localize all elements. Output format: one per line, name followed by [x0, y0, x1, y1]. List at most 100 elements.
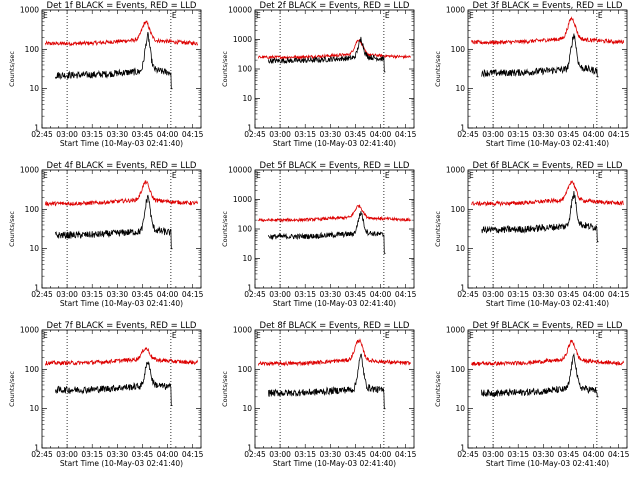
series-events-line [481, 352, 599, 398]
x-tick-label: 03:30 [107, 290, 129, 299]
detector-panel-9: Det 9f BLACK = Events, RED = LLD 1 10 100 10… [434, 321, 630, 468]
x-tick-label: 03:15 [294, 130, 316, 139]
series-lld-line [471, 339, 625, 367]
plot-frame [467, 329, 628, 449]
panel-title: Det 6f BLACK = Events, RED = LLD [473, 161, 623, 171]
y-axis-label: Counts/sec [221, 211, 229, 247]
detector-panel-2: Det 2f BLACK = Events, RED = LLD 1 10 100 10… [221, 1, 417, 148]
series-events-line [268, 211, 386, 254]
x-axis-label: Start Time (10-May-03 02:41:40) [486, 139, 609, 148]
y-tick-label: 100 [238, 225, 253, 234]
y-tick-label: 100 [238, 65, 253, 74]
y-axis-label: Counts/sec [221, 51, 229, 87]
detector-panel-4: Det 4f BLACK = Events, RED = LLD 1 10 100 10… [8, 161, 204, 308]
x-axis-label: Start Time (10-May-03 02:41:40) [60, 299, 183, 308]
x-tick-label: 03:30 [107, 450, 129, 459]
marker-label: E [172, 11, 177, 20]
y-tick-label: 1000 [446, 166, 465, 175]
x-tick-label: 04:15 [608, 130, 630, 139]
x-tick-label: 04:00 [157, 450, 179, 459]
y-axis-label: Counts/sec [434, 51, 442, 87]
x-tick-label: 03:15 [294, 450, 316, 459]
corner-label: E [256, 11, 261, 20]
series-lld-line [258, 204, 411, 223]
x-tick-label: 03:15 [81, 450, 103, 459]
detector-panel-6: Det 6f BLACK = Events, RED = LLD 1 10 100 10… [434, 161, 630, 308]
x-tick-label: 04:00 [370, 290, 392, 299]
y-tick-label: 100 [451, 205, 466, 214]
y-tick-label: 1 [34, 444, 39, 453]
x-tick-label: 03:30 [533, 450, 555, 459]
x-tick-label: 03:45 [345, 290, 367, 299]
y-tick-label: 10 [29, 404, 39, 413]
panel-title: Det 7f BLACK = Events, RED = LLD [47, 321, 197, 331]
corner-label: E [43, 171, 48, 180]
x-tick-label: 03:30 [320, 130, 342, 139]
series-events-line [55, 32, 173, 90]
x-tick-label: 03:15 [507, 290, 529, 299]
x-tick-label: 04:00 [157, 290, 179, 299]
x-tick-label: 03:15 [507, 450, 529, 459]
x-tick-label: 03:00 [269, 450, 291, 459]
x-axis-label: Start Time (10-May-03 02:41:40) [273, 139, 396, 148]
x-tick-label: 03:45 [558, 450, 580, 459]
x-tick-label: 04:15 [395, 450, 417, 459]
x-tick-label: 03:30 [533, 130, 555, 139]
x-tick-label: 04:00 [370, 450, 392, 459]
y-tick-label: 10 [242, 254, 252, 263]
series-events-line [268, 36, 386, 73]
x-tick-label: 04:15 [395, 290, 417, 299]
x-tick-label: 03:00 [482, 450, 504, 459]
y-tick-label: 100 [25, 205, 40, 214]
y-axis-label: Counts/sec [8, 51, 16, 87]
corner-label: E [469, 171, 474, 180]
x-tick-label: 02:45 [31, 130, 53, 139]
y-tick-label: 10 [29, 84, 39, 93]
y-tick-label: 1 [34, 124, 39, 133]
y-tick-label: 100 [238, 365, 253, 374]
x-tick-label: 02:45 [31, 450, 53, 459]
plot-frame [41, 9, 202, 129]
x-tick-label: 04:00 [370, 130, 392, 139]
panel-title: Det 4f BLACK = Events, RED = LLD [47, 161, 197, 171]
marker-label: E [172, 331, 177, 340]
marker-label: E [598, 171, 603, 180]
y-tick-label: 1000 [233, 326, 252, 335]
x-tick-label: 03:45 [132, 130, 154, 139]
x-tick-label: 04:15 [182, 290, 204, 299]
plot-frame [467, 169, 628, 289]
series-events-line [481, 33, 599, 78]
series-lld-line [471, 180, 624, 207]
x-axis-label: Start Time (10-May-03 02:41:40) [60, 139, 183, 148]
x-tick-label: 02:45 [457, 290, 479, 299]
x-tick-label: 03:45 [558, 130, 580, 139]
x-tick-label: 03:30 [107, 130, 129, 139]
detector-panel-3: Det 3f BLACK = Events, RED = LLD 1 10 100 10… [434, 1, 630, 148]
x-tick-label: 03:30 [320, 450, 342, 459]
corner-label: E [256, 331, 261, 340]
y-tick-label: 10 [242, 404, 252, 413]
y-tick-label: 1 [460, 284, 465, 293]
x-axis-label: Start Time (10-May-03 02:41:40) [486, 299, 609, 308]
x-tick-label: 03:00 [482, 290, 504, 299]
x-tick-label: 02:45 [457, 130, 479, 139]
plot-frame [41, 169, 202, 289]
x-tick-label: 03:30 [320, 290, 342, 299]
series-lld-line [44, 347, 199, 366]
x-tick-label: 03:30 [533, 290, 555, 299]
corner-label: E [43, 11, 48, 20]
y-tick-label: 100 [451, 365, 466, 374]
x-tick-label: 03:45 [132, 290, 154, 299]
x-tick-label: 03:00 [56, 130, 78, 139]
plot-frame [41, 329, 202, 449]
x-tick-label: 03:15 [81, 130, 103, 139]
series-events-line [481, 190, 599, 243]
x-tick-label: 04:15 [608, 450, 630, 459]
y-tick-label: 1 [460, 124, 465, 133]
y-tick-label: 1000 [233, 35, 252, 44]
x-tick-label: 02:45 [457, 450, 479, 459]
plot-frame [254, 9, 415, 129]
y-axis-label: Counts/sec [434, 371, 442, 407]
y-tick-label: 1 [247, 444, 252, 453]
x-tick-label: 04:15 [182, 450, 204, 459]
